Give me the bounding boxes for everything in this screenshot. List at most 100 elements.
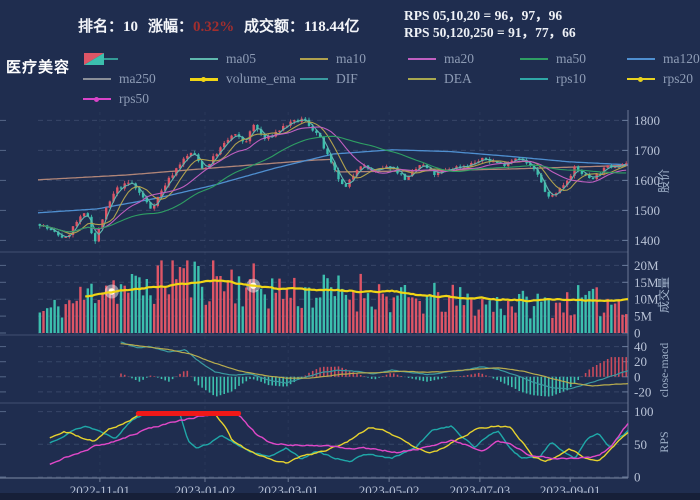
change-label: 涨幅： <box>148 19 194 35</box>
legend-item-rps10: rps10 <box>520 69 586 89</box>
volume_ema-line-swatch <box>190 76 218 82</box>
volume-ytick-label: 20M <box>634 258 659 273</box>
rank-label: 排名： <box>78 19 124 35</box>
ma250-line-swatch <box>83 78 111 80</box>
volume-ytick-label: 5M <box>634 309 653 324</box>
legend-label: rps50 <box>119 91 149 106</box>
legend-item-ma50: ma50 <box>520 49 586 69</box>
rps50-line <box>49 412 629 465</box>
ma05-line-swatch <box>190 58 218 60</box>
legend-item-candle <box>83 49 119 69</box>
rps-panel <box>49 411 629 465</box>
legend-label: ma05 <box>226 51 256 66</box>
volume_ema-marker-dot <box>201 76 206 82</box>
price-ytick-label: 1600 <box>634 173 660 188</box>
macd-ytick-label: 40 <box>634 339 647 354</box>
ma10-line <box>39 121 627 235</box>
legend-item-DEA: DEA <box>408 69 472 89</box>
candlestick-icon <box>84 53 118 65</box>
rps20-line-swatch <box>627 76 655 82</box>
volume-panel-grid: 0 5M 10M 15M 20M 成交量 <box>0 258 671 341</box>
change-field: 涨幅：0.32% <box>148 15 234 36</box>
ma120-line <box>37 149 629 214</box>
legend-label: ma50 <box>556 51 586 66</box>
bottom-strip <box>0 493 700 500</box>
legend-label: DIF <box>336 71 358 86</box>
legend-row: ma05 ma10 ma20 ma50 ma120 <box>80 49 700 69</box>
legend-item-ma05: ma05 <box>190 49 256 69</box>
ma250-line <box>37 158 629 181</box>
legend-item-rps20: rps20 <box>627 69 693 89</box>
rps-summary-line2: RPS 50,120,250 = 91，77，66 <box>404 25 576 40</box>
price-panel <box>37 116 629 244</box>
legend-item-DIF: DIF <box>300 69 358 89</box>
rps-ytick-label: 0 <box>634 470 641 485</box>
legend-item-volume_ema: volume_ema <box>190 69 296 89</box>
legend-label: ma250 <box>119 71 156 86</box>
legend-row: ma250 volume_ema DIF DEA rps10 rps20 <box>80 69 700 89</box>
volume-panel <box>38 260 629 333</box>
rank-value: 10 <box>123 19 139 35</box>
rps50-line-swatch <box>83 96 111 102</box>
macd-axis-title: close-macd <box>657 343 671 398</box>
legend-item-ma120: ma120 <box>627 49 700 69</box>
volume-ytick-label: 0 <box>634 326 641 341</box>
ma120-line-swatch <box>627 58 655 60</box>
rps-summary: RPS 05,10,20 = 96，97，96 RPS 50,120,250 =… <box>404 7 576 41</box>
rps-axis-title: RPS <box>657 431 671 452</box>
turnover-label: 成交额： <box>244 19 305 35</box>
rps20-marker-dot <box>638 76 643 82</box>
volume-axis-title: 成交量 <box>656 277 671 313</box>
price-ytick-label: 1400 <box>634 233 660 248</box>
volume-ema-line <box>85 279 629 303</box>
ma10-line-swatch <box>300 58 328 60</box>
turnover-value: 118.44亿 <box>304 19 360 35</box>
price-panel-grid: 1400 1500 1600 1700 1800 股价 <box>0 113 671 248</box>
ma20-line <box>39 126 627 233</box>
legend-label: ma20 <box>444 51 474 66</box>
legend-item-ma20: ma20 <box>408 49 474 69</box>
rank-field: 排名：10 <box>78 15 138 36</box>
rps-ytick-label: 100 <box>634 404 654 419</box>
ma20-line-swatch <box>408 58 436 60</box>
dif-line <box>120 341 629 390</box>
price-axis-title: 股价 <box>657 169 671 193</box>
rps10-line-swatch <box>520 78 548 80</box>
price-ytick-label: 1800 <box>634 113 660 128</box>
DIF-line-swatch <box>300 78 328 80</box>
legend-label: ma120 <box>663 51 700 66</box>
rps10-line <box>49 412 629 463</box>
ma05-line <box>39 119 627 238</box>
dea-line <box>120 343 629 387</box>
ma50-line-swatch <box>520 58 548 60</box>
legend-item-rps50: rps50 <box>83 89 149 109</box>
legend-label: rps20 <box>663 71 693 86</box>
DEA-line-swatch <box>408 78 436 80</box>
legend-row: rps50 <box>80 89 700 109</box>
change-value: 0.32% <box>193 19 235 35</box>
legend-label: DEA <box>444 71 472 86</box>
sector-title: 医疗美容 <box>6 59 71 76</box>
macd-ytick-label: 0 <box>634 369 641 384</box>
rps-ytick-label: 50 <box>634 437 647 452</box>
volume-ytick-label: 15M <box>634 275 659 290</box>
legend-item-ma250: ma250 <box>83 69 156 89</box>
macd-ytick-label: 20 <box>634 354 647 369</box>
legend-item-ma10: ma10 <box>300 49 366 69</box>
rps50-marker-dot <box>94 96 99 102</box>
price-ytick-label: 1500 <box>634 203 660 218</box>
turnover-field: 成交额：118.44亿 <box>244 15 359 36</box>
legend-label: rps10 <box>556 71 586 86</box>
legend-label: ma10 <box>336 51 366 66</box>
chart-legend: ma05 ma10 ma20 ma50 ma120 ma250 volume_ema DIF D… <box>80 49 700 111</box>
volume-ytick-label: 10M <box>634 292 659 307</box>
macd-panel <box>120 341 629 397</box>
legend-label: volume_ema <box>226 71 296 86</box>
macd-ytick-label: -20 <box>634 384 651 399</box>
ma50-line <box>39 135 627 233</box>
price-ytick-label: 1700 <box>634 143 660 158</box>
